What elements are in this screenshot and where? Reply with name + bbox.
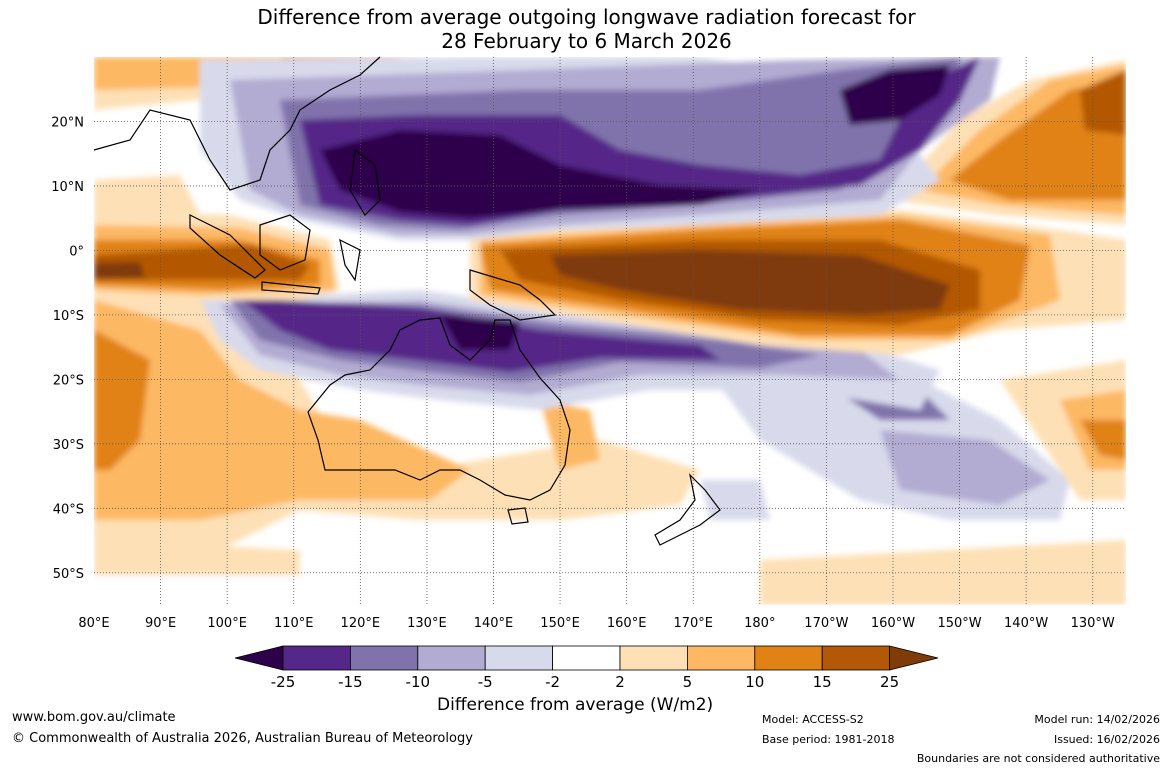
anomaly-region xyxy=(94,330,150,470)
longitude-label: 160°E xyxy=(607,616,647,631)
anomaly-region xyxy=(94,175,200,220)
colorbar-extend-high xyxy=(889,645,939,671)
colorbar-bin xyxy=(282,645,351,671)
anomaly-region xyxy=(94,245,310,280)
model-name: Model: ACCESS-S2 xyxy=(762,713,864,726)
anomaly-region xyxy=(700,480,770,520)
anomaly-region xyxy=(1080,420,1126,460)
borneo-coastline xyxy=(259,214,311,271)
longitude-label: 100°E xyxy=(207,616,247,631)
colorbar-bin xyxy=(417,645,486,671)
longitude-label: 140°E xyxy=(474,616,514,631)
longitude-label: 140°W xyxy=(1004,616,1048,631)
sulawesi-coastline xyxy=(339,238,361,282)
asia-coastline xyxy=(93,56,381,191)
anomaly-region xyxy=(840,65,950,125)
anomaly-region xyxy=(440,315,520,350)
colorbar-tick-label: -5 xyxy=(478,673,493,691)
tasmania-coastline xyxy=(507,507,529,525)
copyright-text: © Commonwealth of Australia 2026, Austra… xyxy=(12,731,473,746)
latitude-label: 0° xyxy=(69,244,84,259)
colorbar-label: Difference from average (W/m2) xyxy=(437,695,714,715)
longitude-label: 170°E xyxy=(673,616,713,631)
graticule xyxy=(94,57,1126,605)
latitude-label: 20°S xyxy=(53,373,84,388)
colorbar-bin xyxy=(821,645,891,671)
latitude-label: 20°N xyxy=(51,115,84,130)
longitude-label: 150°E xyxy=(540,616,580,631)
issued-date: Issued: 16/02/2026 xyxy=(1053,733,1160,746)
longitude-label: 80°E xyxy=(78,616,109,631)
anomaly-region xyxy=(320,130,760,218)
map-title-line2: 28 February to 6 March 2026 xyxy=(441,29,732,53)
latitude-labels: 20°N 10°N 0° 10°S 20°S 30°S 40°S 50°S xyxy=(51,115,84,581)
colorbar-tick-label: -10 xyxy=(406,673,431,691)
longitude-label: 90°E xyxy=(145,616,176,631)
anomaly-region xyxy=(880,430,1050,505)
colorbar-bin xyxy=(754,645,823,671)
longitude-label: 110°E xyxy=(274,616,314,631)
boundary-disclaimer: Boundaries are not considered authoritat… xyxy=(916,752,1160,765)
anomaly-region xyxy=(950,80,1126,200)
longitude-label: 170°W xyxy=(804,616,848,631)
latitude-label: 30°S xyxy=(53,438,84,453)
colorbar: -25 -15 -10 -5 -2 2 5 10 15 25 xyxy=(234,645,939,691)
colorbar-tick-label: 2 xyxy=(615,673,625,691)
longitude-label: 130°W xyxy=(1071,616,1115,631)
website-link[interactable]: www.bom.gov.au/climate xyxy=(12,710,176,725)
latitude-label: 10°S xyxy=(53,309,84,324)
latitude-label: 40°S xyxy=(53,502,84,517)
colorbar-bin xyxy=(687,645,756,671)
anomaly-region xyxy=(94,540,300,575)
anomaly-region xyxy=(1080,70,1126,135)
map-title-line1: Difference from average outgoing longwav… xyxy=(257,5,916,29)
longitude-label: 150°W xyxy=(937,616,981,631)
colorbar-bin xyxy=(552,645,621,671)
coastlines xyxy=(93,56,721,546)
new-guinea-coastline xyxy=(469,269,557,321)
longitude-label: 180° xyxy=(744,616,775,631)
java-coastline xyxy=(261,281,321,295)
colorbar-bin xyxy=(349,645,419,671)
new-zealand-coastline xyxy=(654,473,721,546)
colorbar-tick-label: -25 xyxy=(271,673,296,691)
longitude-labels: 80°E 90°E 100°E 110°E 120°E 130°E 140°E 150°E 16… xyxy=(78,616,1115,631)
sumatra-coastline xyxy=(189,214,266,279)
anomaly-field xyxy=(94,57,1126,605)
latitude-label: 50°S xyxy=(53,567,84,582)
model-run-date: Model run: 14/02/2026 xyxy=(1034,713,1160,726)
colorbar-tick-label: 15 xyxy=(813,673,832,691)
longitude-label: 160°W xyxy=(871,616,915,631)
anomaly-region xyxy=(94,262,145,279)
colorbar-tick-label: 25 xyxy=(880,673,899,691)
latitude-label: 10°N xyxy=(51,180,84,195)
australia-coastline xyxy=(307,317,571,501)
longitude-label: 130°E xyxy=(407,616,447,631)
colorbar-tick-label: 10 xyxy=(745,673,764,691)
base-period: Base period: 1981-2018 xyxy=(762,733,895,746)
colorbar-bin xyxy=(484,645,554,671)
anomaly-region xyxy=(540,400,600,470)
anomaly-region xyxy=(550,250,950,315)
colorbar-tick-label: -2 xyxy=(545,673,560,691)
philippines-coastline xyxy=(349,148,381,216)
colorbar-extend-low xyxy=(234,645,284,671)
anomaly-region xyxy=(94,300,470,520)
colorbar-tick-label: 5 xyxy=(683,673,693,691)
colorbar-bin xyxy=(619,645,688,671)
colorbar-tick-label: -15 xyxy=(338,673,363,691)
longitude-label: 120°E xyxy=(341,616,381,631)
